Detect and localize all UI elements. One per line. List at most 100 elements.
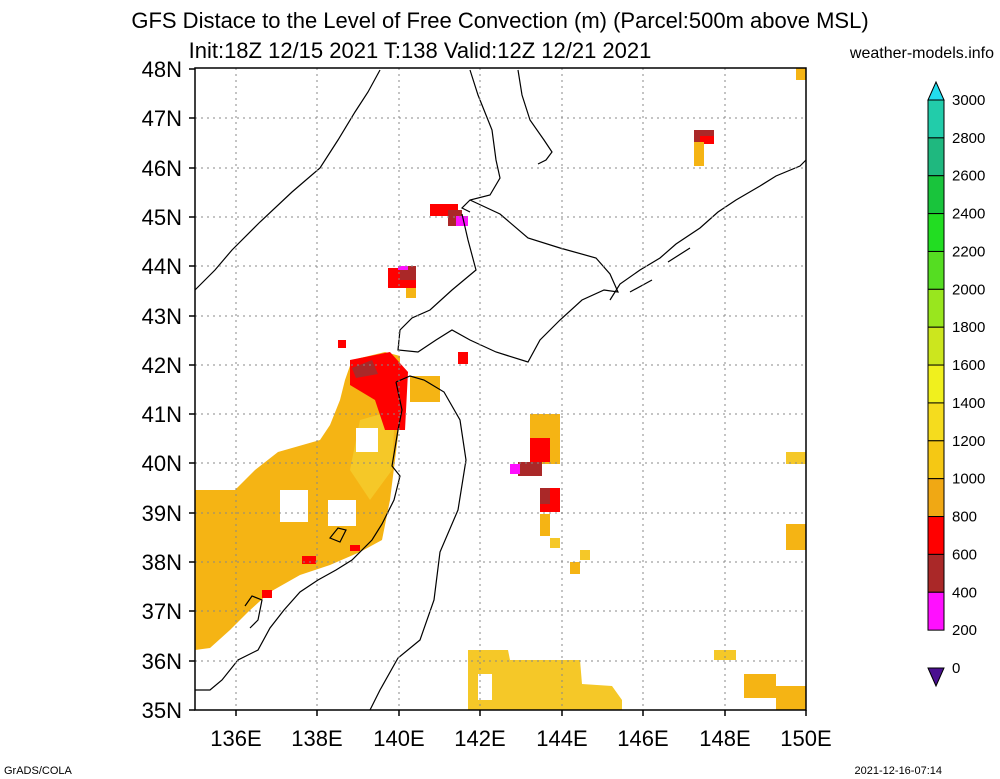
- patch-east-2: [786, 524, 806, 550]
- patch-pac-dark: [518, 462, 542, 476]
- tick-marks: [189, 68, 807, 716]
- patch-pac-o3: [570, 562, 580, 574]
- colorbar-swatch: [927, 516, 945, 555]
- patch-se-1: [744, 674, 776, 698]
- colorbar-label: 2200: [952, 243, 985, 260]
- lfc-shading: [195, 68, 806, 710]
- lat-label: 43N: [142, 304, 182, 329]
- lon-labels: 136E 138E 140E 142E 144E 146E 148E 150E: [210, 726, 831, 751]
- lat-label: 36N: [142, 649, 182, 674]
- colorbar-swatch: [927, 402, 945, 442]
- map-frame: [194, 67, 807, 711]
- colorbar-label: 200: [952, 622, 977, 639]
- lat-label: 38N: [142, 550, 182, 575]
- lat-label: 44N: [142, 254, 182, 279]
- patch-teuri-mag: [398, 266, 408, 270]
- lat-label: 46N: [142, 156, 182, 181]
- lon-label: 146E: [617, 726, 668, 751]
- patch-kuril-red2: [700, 136, 714, 144]
- lon-label: 144E: [536, 726, 587, 751]
- colorbar-label: 400: [952, 584, 977, 601]
- colorbar-label: 1800: [952, 319, 985, 336]
- lon-label: 142E: [454, 726, 505, 751]
- patch-kuril-or: [694, 142, 704, 166]
- colorbar-label: 2800: [952, 130, 985, 147]
- colorbar-swatch: [927, 364, 945, 404]
- coast-honshu-north: [195, 375, 467, 711]
- lat-label: 48N: [142, 57, 182, 82]
- colorbar-label: 800: [952, 509, 977, 526]
- footer-left: GrADS/COLA: [4, 765, 72, 777]
- speck-red-5: [458, 352, 468, 364]
- speck-red-4: [338, 340, 346, 348]
- colorbar-swatch: [927, 553, 945, 593]
- lat-label: 35N: [142, 698, 182, 723]
- speck-red-1: [302, 556, 316, 564]
- colorbar-swatch: [927, 175, 945, 215]
- chart-title: GFS Distace to the Level of Free Convect…: [131, 8, 869, 33]
- patch-east-1: [786, 452, 806, 464]
- colorbar-swatch: [927, 440, 945, 480]
- patch-pac-y2: [580, 550, 590, 560]
- colorbar-arrow-bottom: [927, 667, 945, 688]
- coast-noto: [244, 595, 263, 629]
- lat-label: 37N: [142, 599, 182, 624]
- source-site: weather-models.info: [849, 45, 994, 62]
- coastlines: [194, 69, 807, 711]
- coast-sakhalin: [460, 69, 553, 213]
- colorbar-label: 2000: [952, 281, 985, 298]
- chart-subtitle: Init:18Z 12/15 2021 T:138 Valid:12Z 12/2…: [188, 38, 652, 63]
- field-south-band: [468, 650, 622, 710]
- lon-label: 140E: [373, 726, 424, 751]
- patch-se-2: [776, 686, 806, 710]
- lat-label: 45N: [142, 205, 182, 230]
- coast-sado: [329, 527, 347, 543]
- patch-pac-red: [530, 438, 550, 462]
- colorbar-swatch: [927, 288, 945, 328]
- lon-label: 150E: [780, 726, 831, 751]
- footer-right: 2021-12-16-07:14: [854, 765, 942, 777]
- colorbar-label: 2400: [952, 206, 985, 223]
- speck-red-2: [350, 545, 360, 551]
- coast-hokkaido: [397, 199, 619, 363]
- lon-label: 138E: [291, 726, 342, 751]
- hole-south: [478, 674, 492, 700]
- colorbar-label: 2600: [952, 168, 985, 185]
- colorbar-swatch: [927, 250, 945, 290]
- graticule: [195, 68, 806, 710]
- colorbar-label: 600: [952, 546, 977, 563]
- colorbar-label: 1000: [952, 471, 985, 488]
- lat-label: 47N: [142, 106, 182, 131]
- patch-pac-y1: [550, 538, 560, 548]
- colorbar-swatch: [927, 99, 945, 139]
- colorbar-label: 3000: [952, 92, 985, 109]
- colorbar-swatch: [927, 591, 945, 631]
- patch-tsugaru: [410, 376, 440, 402]
- patch-pac-or2: [540, 514, 550, 536]
- patch-pac-mag: [510, 464, 520, 474]
- hole-1: [280, 490, 308, 522]
- lat-labels: 48N 47N 46N 45N 44N 43N 42N 41N 40N 39N …: [142, 57, 182, 723]
- coast-asia: [194, 69, 381, 291]
- field-darkred: [352, 360, 378, 378]
- colorbar-swatch: [927, 326, 945, 366]
- colorbar-swatch: [927, 137, 945, 177]
- patch-corner: [796, 68, 806, 80]
- colorbar-swatch: [927, 478, 945, 518]
- colorbar-label: 1400: [952, 395, 985, 412]
- patch-pac-dark2: [540, 488, 550, 504]
- lat-label: 39N: [142, 501, 182, 526]
- lon-label: 148E: [699, 726, 750, 751]
- colorbar-label: 0: [952, 660, 960, 677]
- lon-label: 136E: [210, 726, 261, 751]
- colorbar-label: 1600: [952, 357, 985, 374]
- colorbar-swatch: [927, 213, 945, 252]
- lat-label: 42N: [142, 353, 182, 378]
- coast-kurils: [609, 159, 807, 301]
- lat-label: 41N: [142, 402, 182, 427]
- hole-3: [356, 428, 378, 452]
- colorbar: 3000280026002400220020001800160014001200…: [927, 80, 985, 688]
- patch-teuri-orange: [406, 288, 416, 298]
- colorbar-label: 1200: [952, 433, 985, 450]
